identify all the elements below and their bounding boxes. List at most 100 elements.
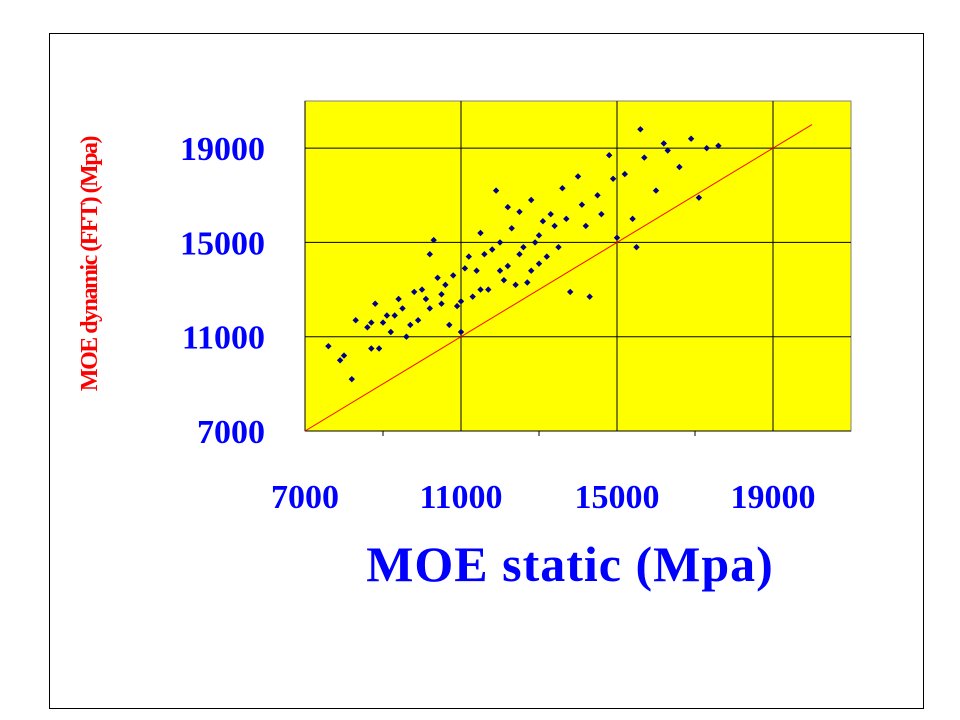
reference-line-group <box>304 124 813 432</box>
data-point <box>606 152 613 159</box>
data-point <box>477 286 484 293</box>
data-point <box>516 208 523 215</box>
data-point <box>539 218 547 225</box>
data-point <box>613 234 621 241</box>
data-point <box>477 229 484 237</box>
data-point <box>372 300 379 307</box>
data-point <box>438 291 445 298</box>
data-point <box>504 262 511 270</box>
data-point <box>598 210 605 218</box>
data-point <box>368 345 375 352</box>
data-point <box>633 243 640 251</box>
data-point <box>352 317 359 324</box>
data-point <box>457 298 465 305</box>
data-point <box>504 203 511 211</box>
data-point <box>438 300 445 307</box>
data-point <box>528 267 535 274</box>
data-point <box>489 246 496 253</box>
data-point <box>395 295 402 303</box>
data-point <box>383 312 391 319</box>
data-point <box>481 251 488 258</box>
reference-line <box>304 124 813 432</box>
data-point <box>364 324 371 331</box>
y-tick-label: 11000 <box>182 320 265 357</box>
data-point <box>426 305 433 312</box>
y-tick-labels: 7000 11000 15000 19000 <box>180 131 265 451</box>
data-point <box>660 140 667 147</box>
data-point <box>450 272 457 279</box>
data-point <box>547 210 554 218</box>
data-point <box>531 239 539 246</box>
data-point <box>387 328 394 336</box>
data-point <box>524 279 531 286</box>
data-point <box>609 175 617 182</box>
data-point <box>500 276 508 284</box>
data-point <box>703 144 710 152</box>
slide-frame <box>49 33 924 709</box>
data-point <box>414 317 422 324</box>
y-tick-label: 19000 <box>180 131 265 168</box>
data-point <box>555 243 562 251</box>
data-point <box>695 194 703 201</box>
data-point <box>563 215 570 223</box>
data-point <box>582 222 589 230</box>
data-point <box>535 232 543 239</box>
data-point <box>368 319 375 326</box>
data-point <box>496 267 504 274</box>
x-tick-label: 7000 <box>271 479 339 516</box>
data-point <box>453 302 461 310</box>
data-point <box>426 251 433 258</box>
data-point <box>457 328 465 336</box>
data-point <box>411 288 418 296</box>
data-point <box>559 185 566 192</box>
data-point <box>403 333 410 340</box>
x-tick-label: 19000 <box>731 479 816 516</box>
data-point <box>637 126 644 133</box>
data-point <box>578 201 586 208</box>
y-tick-label: 15000 <box>180 225 265 262</box>
data-point <box>418 286 426 293</box>
data-point <box>676 163 683 171</box>
data-point <box>379 319 387 326</box>
data-point <box>446 321 453 329</box>
data-point <box>512 281 519 289</box>
data-point <box>492 187 500 194</box>
data-point <box>516 251 523 258</box>
x-tick-labels: 7000 11000 15000 19000 <box>271 479 816 516</box>
x-axis-title: MOE static (Mpa) <box>366 536 774 592</box>
data-point <box>641 154 648 161</box>
data-point <box>465 253 472 260</box>
y-axis-title: MOE dynamic (FFT) (Mpa) <box>77 136 103 392</box>
data-points <box>325 126 722 383</box>
data-point <box>586 293 593 300</box>
data-point <box>442 281 449 289</box>
data-point <box>687 135 695 142</box>
data-point <box>496 239 504 246</box>
gridlines <box>304 101 851 436</box>
data-point <box>520 243 527 251</box>
data-point <box>485 286 492 293</box>
data-point <box>422 295 430 303</box>
data-point <box>629 215 636 223</box>
data-point <box>567 288 574 296</box>
data-point <box>434 274 441 281</box>
data-point <box>543 253 550 260</box>
x-tick-label: 15000 <box>575 479 660 516</box>
data-point <box>325 342 332 350</box>
data-point <box>407 321 414 329</box>
data-point <box>461 265 469 272</box>
x-tick-label: 11000 <box>419 479 502 516</box>
data-point <box>469 293 476 300</box>
data-point <box>664 147 671 154</box>
data-point <box>391 312 398 319</box>
data-point <box>528 196 535 204</box>
data-point <box>508 225 515 232</box>
data-point <box>340 352 348 359</box>
y-tick-label: 7000 <box>197 414 265 451</box>
data-point <box>399 305 406 312</box>
data-point <box>473 267 480 274</box>
data-point <box>430 236 437 244</box>
data-point <box>652 187 660 194</box>
data-point <box>594 192 601 199</box>
